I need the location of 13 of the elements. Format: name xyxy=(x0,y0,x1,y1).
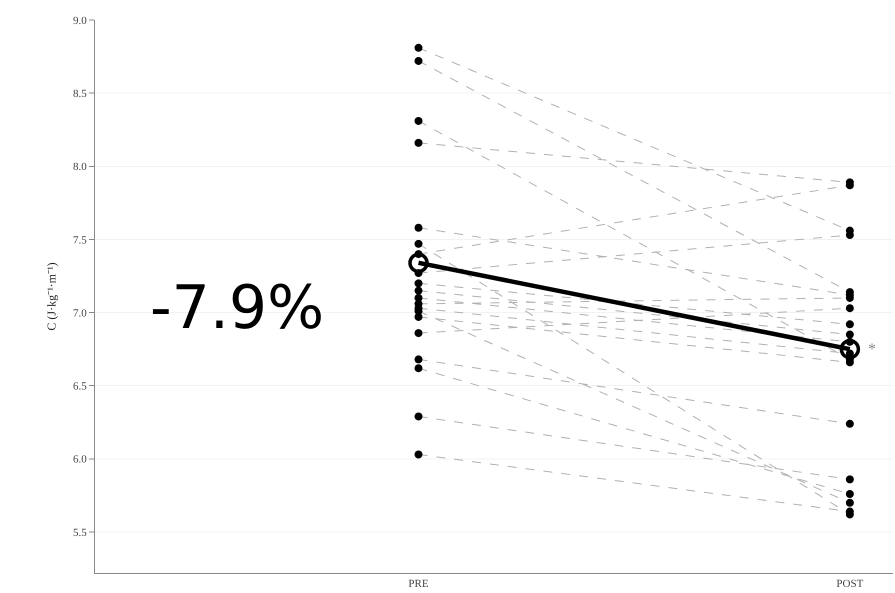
y-axis-title: C (J·kg⁻¹·m⁻¹) xyxy=(44,262,58,331)
y-tick-label: 9.0 xyxy=(73,14,88,27)
y-tick-label: 8.0 xyxy=(73,161,88,174)
y-tick-label: 6.5 xyxy=(73,380,88,393)
y-tick-label: 6.0 xyxy=(73,454,88,466)
x-tick-label: PRE xyxy=(408,578,429,590)
y-tick-label: 8.5 xyxy=(73,88,88,100)
y-tick-label: 5.5 xyxy=(73,526,88,539)
annotation: * xyxy=(868,341,876,358)
x-tick-label: POST xyxy=(836,578,864,590)
y-tick-label: 7.0 xyxy=(73,307,88,320)
y-tick-label: 7.5 xyxy=(73,234,88,246)
annotation: -7.9% xyxy=(150,273,324,343)
